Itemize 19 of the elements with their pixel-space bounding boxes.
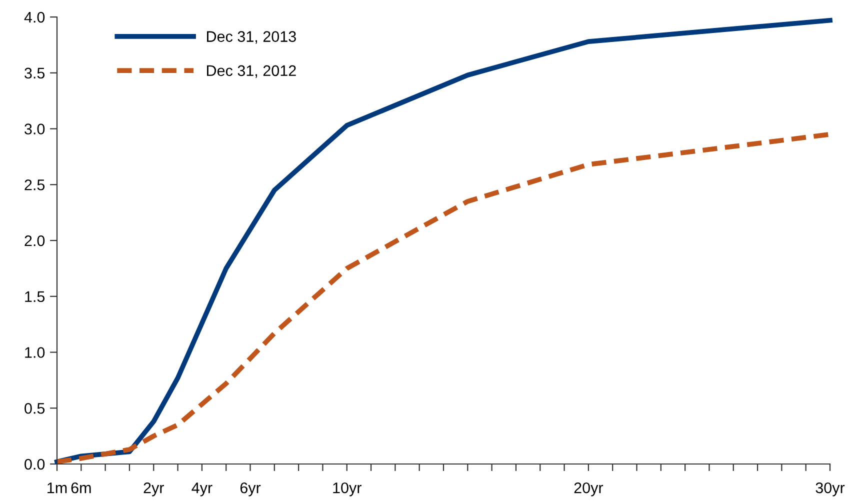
x-tick-label: 30yr <box>816 482 845 496</box>
y-tick-label: 2.0 <box>24 235 45 246</box>
y-tick-label: 0.0 <box>24 458 45 470</box>
y-tick-label: 3.0 <box>24 124 45 134</box>
x-tick-label: 6m <box>71 482 91 494</box>
y-tick-label: 1.0 <box>25 347 45 358</box>
x-tick-label: 6yr <box>240 482 261 496</box>
x-tick-label: 10yr <box>333 482 362 496</box>
legend-label: Dec 31, 2013 <box>206 31 296 44</box>
x-tick-label: 1m <box>48 482 67 494</box>
y-tick-label: 4.0 <box>24 12 45 23</box>
y-tick-label: 2.5 <box>24 179 45 190</box>
x-tick-label: 20yr <box>574 482 604 496</box>
x-tick-label: 2yr <box>144 482 164 496</box>
x-tick-label: 4yr <box>192 482 212 496</box>
legend-label: Dec 31, 2012 <box>206 65 296 78</box>
y-tick-label: 1.5 <box>25 291 45 302</box>
y-tick-label: 0.5 <box>24 402 45 414</box>
y-tick-label: 3.5 <box>24 68 45 79</box>
